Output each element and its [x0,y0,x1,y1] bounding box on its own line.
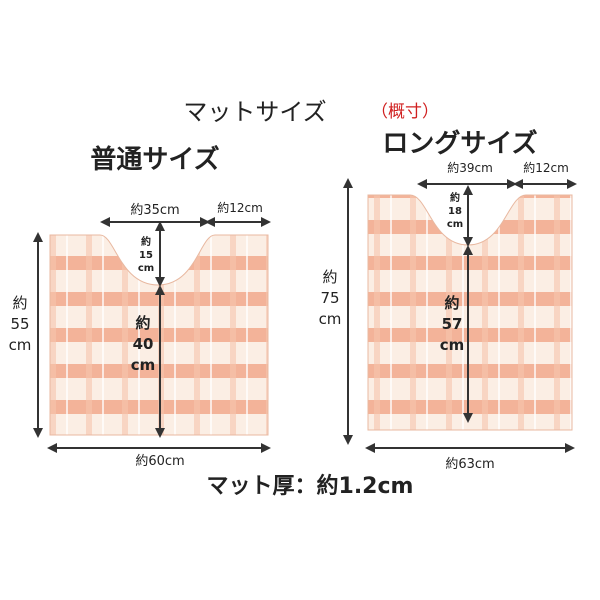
mat [367,194,573,431]
dimension-label: 約35cm [130,203,179,218]
dimension-label: 約 55 cm [9,294,32,354]
dimension-label: 約63cm [445,457,494,472]
dimension-label: 約12cm [217,200,263,215]
dimension-label: 約 40 cm [131,314,156,374]
dimension-label: 約 15 cm [138,235,154,274]
dimension-label: 約 75 cm [319,268,342,328]
dimension-label: 約60cm [135,454,184,469]
dimension-label: 約 57 cm [440,294,465,354]
mat-name: 普通サイズ [90,144,219,175]
dimension-label: 約12cm [523,160,569,175]
thickness: マット厚：約1.2cm [207,473,414,499]
title: マットサイズ [183,98,326,126]
note: （概寸） [371,102,439,122]
dimension-label: 約39cm [447,160,493,175]
dimension-label: 約 18 cm [447,191,463,230]
mat-name: ロングサイズ [382,128,537,159]
